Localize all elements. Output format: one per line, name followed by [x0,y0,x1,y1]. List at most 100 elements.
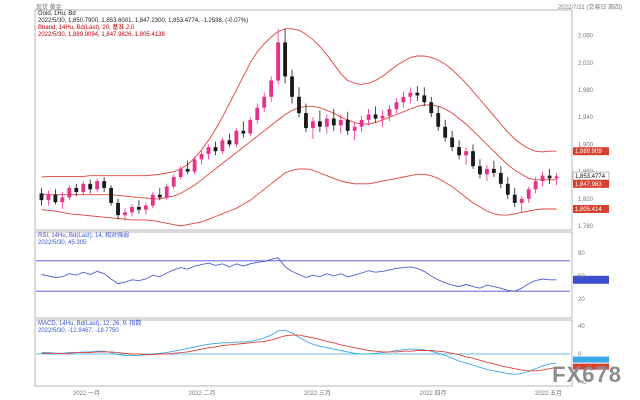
candle-body [53,194,58,203]
candle-body [137,206,141,210]
candle-body [297,96,301,114]
candle-body [241,130,246,134]
candle-body [345,119,350,131]
candle-body [436,113,441,127]
main-pane [34,9,573,231]
candle-body [143,205,148,210]
instrument-label: 现货 黄金 [36,5,62,11]
candle-body [352,126,357,131]
candle-body [457,147,461,156]
macd-macd-line [41,329,557,375]
macd-tick-label: 40 [578,324,585,330]
candle-body [67,187,72,198]
candle-body [359,119,364,127]
candle-body [157,194,162,198]
candle-body [220,140,225,152]
candle-body [192,159,197,172]
rsi-line [41,257,557,292]
candle-body [39,193,44,201]
y-tick-label: 1,780 [578,224,594,230]
rsi-header-title: RSI, 14Hu, Bd(Last), 14, 相对强弱 [38,233,130,239]
rsi-tick-label: 50 [578,274,585,280]
candle-body [248,119,253,134]
candle-body [387,109,392,116]
upper-band-tag: 1,889.909 [575,149,602,155]
candle-body [269,80,274,97]
candle-body [324,118,329,127]
lower-band-tag: 1,805.414 [575,207,602,213]
candle-body [164,186,169,198]
candle-body [178,168,183,178]
last-price-tag: 1,853.4774 [575,174,606,180]
main-header: Gold, 1Hu, Bd 2022/5/30, 1,850.7900, 1,8… [38,11,248,39]
candle-body [464,151,468,156]
candle-body [283,42,287,77]
rsi-tick-label: 20 [578,297,585,303]
candle-body [311,121,315,129]
upper-band-tag-bg [573,147,609,156]
candle-body [415,92,420,96]
candle-body [304,113,308,129]
candle-body [373,114,378,119]
macd-value-tag [573,356,609,363]
candle-body [540,175,545,182]
rsi-header: RSI, 14Hu, Bd(Last), 14, 相对强弱 2022/5/30,… [38,233,129,247]
y-tick-label: 1,980 [578,88,594,94]
date-label: 2022/7/21 (交易日 周四) [557,5,622,11]
candle-body [380,115,385,119]
bband-header-title: Bband, 14Hu, Bd(Last), 20, 基准 2.0 [38,25,135,31]
candle-body [366,114,371,120]
middle-band-tag: 1,847.983 [575,182,602,188]
x-tick-label: 2022 二月 [189,390,216,397]
candle-body [533,181,538,190]
y-tick-label: 1,940 [578,115,594,121]
candle-body [408,92,413,97]
macd-tick-label: 0 [578,352,582,358]
bollinger-lower-line [41,168,557,227]
candle-body [512,194,517,203]
candle-body [443,126,448,138]
candle-body [317,121,322,127]
candle-body [485,168,489,175]
candle-body [123,212,127,216]
candle-body [185,168,190,172]
candle-body [338,119,343,126]
y-tick-label: 1,820 [578,197,594,203]
signal-value-tag [573,363,609,370]
candle-body [74,187,79,192]
candle-body [88,183,93,190]
candle-body [471,151,475,167]
candle-body [109,187,113,203]
candle-body [234,130,239,145]
candle-body [150,194,155,206]
lower-band-tag-bg [573,205,609,213]
candle-body [505,183,510,195]
rsi-header-values: 2022/5/30, 45.305 [38,240,87,246]
candle-body [429,102,434,114]
candle-body [422,95,427,103]
x-tick-label: 2022 一月 [73,390,100,397]
candle-body [394,102,399,110]
macd-header: MACD, 14Hu, Bd(Last), 12, 26, 9, 指数 2022… [38,321,141,335]
rsi-tick-label: 80 [578,251,585,257]
candle-body [526,189,531,199]
candle-body [276,42,281,81]
candle-body [206,147,211,154]
top-bar: 现货 黄金 2022/7/21 (交易日 周四) [36,0,622,11]
main-header-values: 2022/5/30, 1,850.7900, 1,853.6001, 1,847… [38,18,249,24]
candle-body [491,168,496,173]
candle-body [290,76,294,97]
candle-body [401,96,406,103]
candle-body [171,177,176,187]
candle-body [199,153,204,160]
bollinger-upper-line [41,28,557,178]
candle-body [262,96,267,108]
macd-header-title: MACD, 14Hu, Bd(Last), 12, 26, 9, 指数 [38,321,142,327]
rsi-value-tag [573,275,609,284]
candle-body [102,181,107,188]
x-tick-label: 2022 三月 [304,390,331,397]
rsi-pane [34,231,573,319]
x-tick-label: 2022 五月 [535,390,562,397]
candle-body [331,118,336,126]
